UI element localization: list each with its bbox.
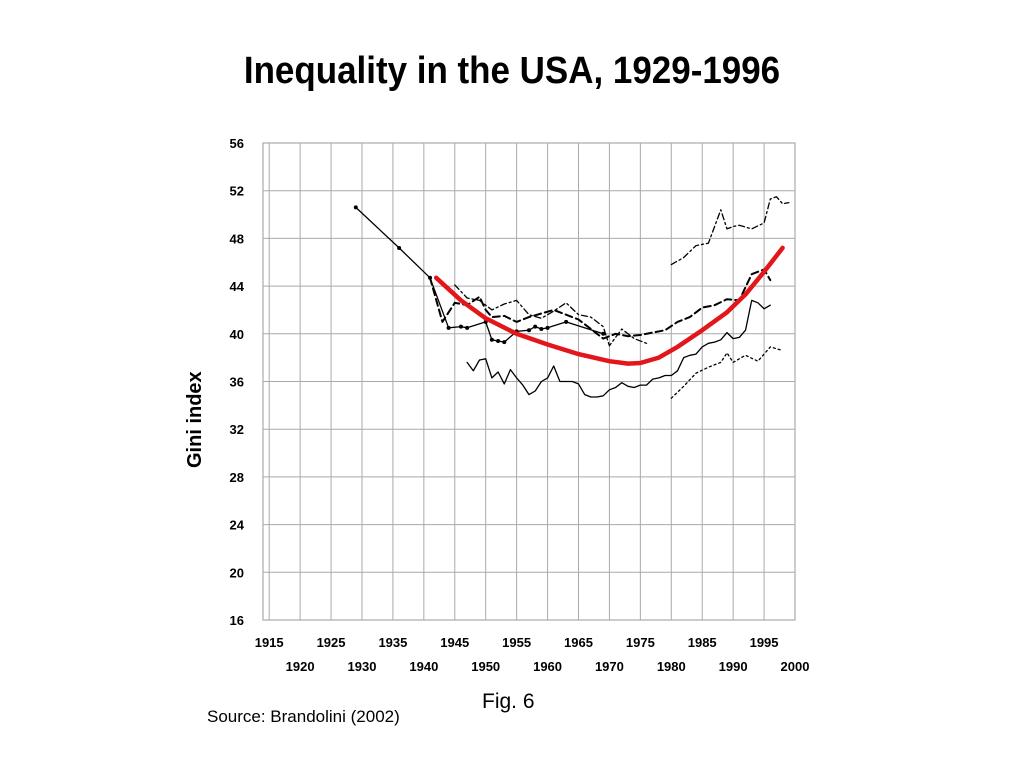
chart-series xyxy=(353,196,790,399)
y-tick-label: 56 xyxy=(230,136,244,151)
y-tick-label: 44 xyxy=(230,279,245,294)
source-note: Source: Brandolini (2002) xyxy=(207,707,400,726)
x-tick-label: 1950 xyxy=(471,659,500,674)
series-line-2 xyxy=(466,299,771,398)
x-tick-label: 1980 xyxy=(657,659,686,674)
data-point xyxy=(496,338,501,343)
x-tick-label: 1985 xyxy=(688,635,717,650)
x-tick-labels: 1915 1925 1935 1945 1955 1965 1975 1985 1995 1920… xyxy=(255,635,810,674)
x-tick-label: 1965 xyxy=(564,635,593,650)
data-point xyxy=(527,328,531,333)
data-point xyxy=(564,319,569,324)
series-line-6 xyxy=(670,346,784,399)
x-tick-label: 1990 xyxy=(719,659,748,674)
x-tick-label: 1920 xyxy=(286,659,315,674)
y-tick-label: 36 xyxy=(230,375,244,390)
series-line-5 xyxy=(670,196,790,266)
x-tick-label: 1960 xyxy=(533,659,562,674)
y-tick-label: 52 xyxy=(230,184,244,199)
data-point xyxy=(465,325,470,330)
x-tick-label: 1915 xyxy=(255,635,284,650)
x-tick-label: 1940 xyxy=(409,659,438,674)
data-point xyxy=(353,205,358,210)
series-line-3 xyxy=(429,268,772,340)
y-axis-label: Gini index xyxy=(184,371,206,468)
x-tick-label: 1930 xyxy=(348,659,377,674)
x-tick-label: 1975 xyxy=(626,635,655,650)
data-point xyxy=(446,325,451,330)
chart-grid xyxy=(262,142,796,621)
x-tick-label: 1925 xyxy=(317,635,346,650)
y-tick-label: 20 xyxy=(230,565,244,580)
x-tick-label: 1935 xyxy=(378,635,407,650)
data-point xyxy=(458,324,463,329)
data-point xyxy=(502,340,507,345)
figure-caption: Fig. 6 xyxy=(482,690,535,713)
y-tick-label: 32 xyxy=(230,422,244,437)
page-title: Inequality in the USA, 1929-1996 xyxy=(243,50,781,92)
x-tick-label: 2000 xyxy=(781,659,810,674)
data-point xyxy=(601,331,606,336)
series-line-4 xyxy=(454,284,648,347)
data-point xyxy=(539,327,544,332)
data-point xyxy=(489,337,494,342)
y-tick-labels: 16 20 24 28 32 36 40 44 48 52 56 xyxy=(230,136,245,628)
trend-line xyxy=(433,245,785,366)
y-tick-label: 24 xyxy=(230,518,245,533)
y-tick-label: 28 xyxy=(230,470,244,485)
data-point xyxy=(397,245,402,250)
x-tick-label: 1955 xyxy=(502,635,531,650)
x-tick-label: 1995 xyxy=(750,635,779,650)
x-tick-label: 1970 xyxy=(595,659,624,674)
y-tick-label: 40 xyxy=(230,327,244,342)
data-point xyxy=(533,324,538,329)
y-tick-label: 16 xyxy=(230,613,244,628)
y-tick-label: 48 xyxy=(230,231,244,246)
x-tick-label: 1945 xyxy=(440,635,469,650)
data-point xyxy=(545,325,550,330)
